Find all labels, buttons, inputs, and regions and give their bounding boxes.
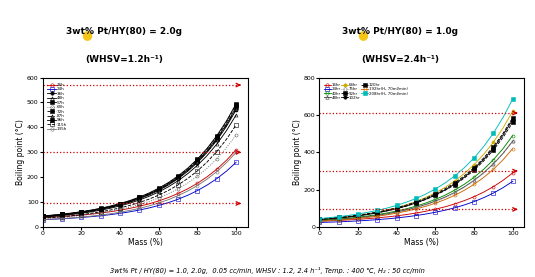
Text: 3wt% Pt/HY(80) = 1.0g: 3wt% Pt/HY(80) = 1.0g xyxy=(342,27,458,36)
X-axis label: Mass (%): Mass (%) xyxy=(128,238,163,247)
Legend: 16h, 24h, 36h, 48h, 57h, 60h, 72h, 87h, 96h, 115h, 135h: 16h, 24h, 36h, 48h, 57h, 60h, 72h, 87h, … xyxy=(47,83,67,132)
Text: ●: ● xyxy=(357,29,369,42)
Y-axis label: Boiling point (°C): Boiling point (°C) xyxy=(17,119,26,185)
Legend: 16hr, 24hr, 40hr, 48hr, 64hr, 75hr, 92hr, 102hr, 120hr, 192hr(H₂ 70ml/min), 208h: 16hr, 24hr, 40hr, 48hr, 64hr, 75hr, 92hr… xyxy=(323,83,408,100)
X-axis label: Mass (%): Mass (%) xyxy=(404,238,439,247)
Text: (WHSV=1.2h⁻¹): (WHSV=1.2h⁻¹) xyxy=(85,55,163,64)
Text: ●: ● xyxy=(81,29,91,42)
Text: 3wt% Pt/HY(80) = 2.0g: 3wt% Pt/HY(80) = 2.0g xyxy=(66,27,182,36)
Y-axis label: Boiling point (°C): Boiling point (°C) xyxy=(293,119,302,185)
Text: (WHSV=2.4h⁻¹): (WHSV=2.4h⁻¹) xyxy=(362,55,439,64)
Text: 3wt% Pt / HY(80) = 1.0, 2.0g,  0.05 cc/min, WHSV : 1.2, 2.4 h⁻¹, Temp. : 400 ℃, : 3wt% Pt / HY(80) = 1.0, 2.0g, 0.05 cc/mi… xyxy=(110,267,425,274)
